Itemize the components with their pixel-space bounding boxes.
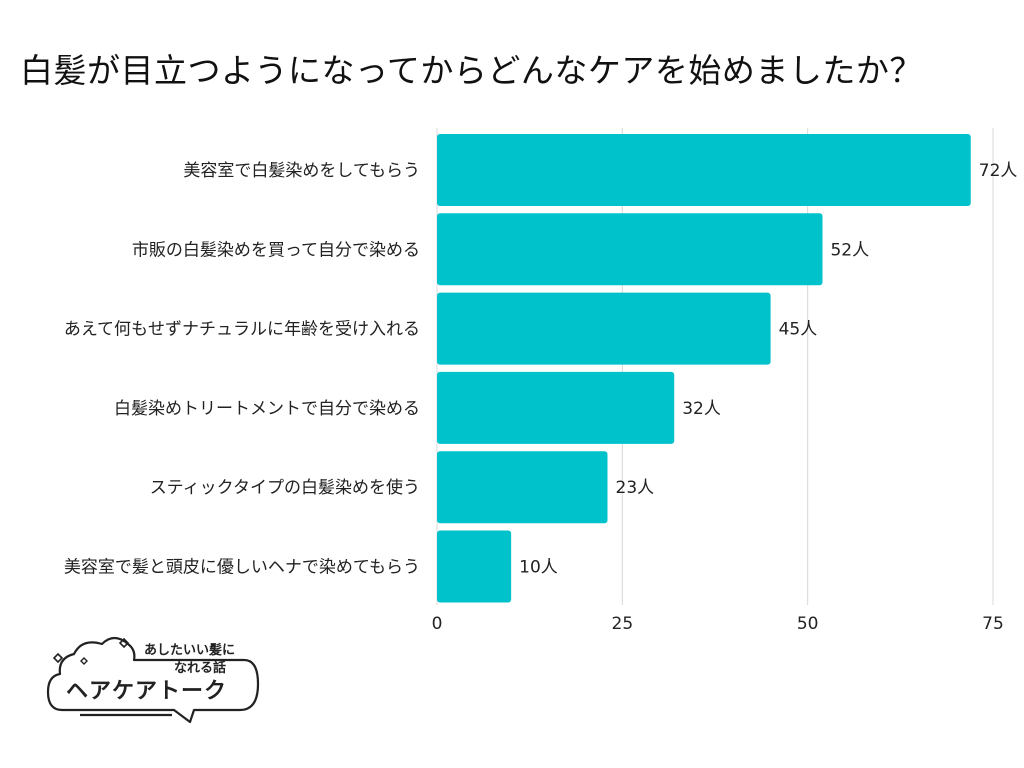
value-label: 72人 — [979, 161, 1018, 181]
gridlines — [436, 128, 994, 605]
value-label: 10人 — [519, 558, 558, 578]
category-label: 美容室で白髪染めをしてもらう — [183, 161, 420, 181]
chart-title: 白髪が目立つようになってからどんなケアを始めましたか？ — [20, 51, 923, 90]
bar — [437, 371, 675, 444]
category-label: 市販の白髪染めを買って自分で染める — [132, 240, 420, 260]
category-label: スティックタイプの白髪染めを使う — [150, 477, 420, 498]
x-tick-label: 0 — [432, 614, 443, 634]
value-label: 45人 — [779, 320, 818, 340]
category-label: 美容室で髪と頭皮に優しいヘナで染めてもらう — [64, 558, 420, 578]
value-label: 23人 — [616, 478, 655, 498]
bar — [437, 134, 971, 206]
sparkle-icon — [52, 652, 64, 664]
speech-bubble-outline — [46, 636, 260, 724]
value-labels: 72人 52人 45人 32人 23人 10人 — [519, 161, 1017, 578]
x-tick-label: 75 — [982, 614, 1004, 634]
x-tick-label: 25 — [612, 614, 634, 634]
brand-logo: あしたいい髪に なれる話 ヘアケアトーク — [46, 636, 260, 724]
value-label: 32人 — [682, 399, 721, 419]
bar — [437, 451, 608, 524]
x-axis-ticks: 0 25 50 75 — [432, 614, 1004, 634]
logo-tagline-2: なれる話 — [174, 660, 226, 676]
category-label: あえて何もせずナチュラルに年齢を受け入れる — [64, 320, 420, 340]
bar — [437, 292, 771, 365]
bar — [437, 213, 823, 286]
logo-tagline-1: あしたいい髪に — [144, 642, 235, 658]
bar — [437, 530, 512, 603]
sparkle-icon — [80, 657, 88, 665]
bars — [437, 134, 971, 603]
sparkle-icon — [118, 637, 130, 649]
logo-name: ヘアケアトーク — [66, 679, 227, 704]
category-label: 白髪染めトリートメントで自分で染める — [114, 399, 420, 419]
category-labels: 美容室で白髪染めをしてもらう市販の白髪染めを買って自分で染めるあえて何もせずナチ… — [64, 161, 420, 578]
value-label: 52人 — [830, 240, 869, 260]
x-tick-label: 50 — [797, 614, 819, 634]
